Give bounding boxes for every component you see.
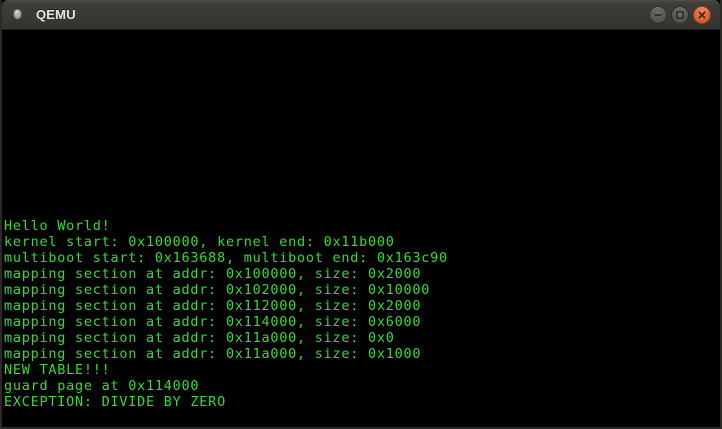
console-line: mapping section at addr: 0x112000, size:…	[4, 298, 422, 314]
window-title: QEMU	[36, 7, 76, 22]
terminal-cursor	[4, 411, 13, 425]
close-button[interactable]	[693, 5, 711, 24]
console-line: mapping section at addr: 0x11a000, size:…	[4, 330, 395, 346]
console-line: mapping section at addr: 0x11a000, size:…	[4, 346, 422, 362]
minimize-icon	[654, 13, 662, 16]
titlebar-spacer	[76, 14, 649, 15]
console-line: Hello World!	[4, 218, 111, 234]
maximize-icon	[675, 10, 685, 19]
console-line: EXCEPTION: DIVIDE BY ZERO	[4, 394, 226, 410]
maximize-button[interactable]	[671, 5, 689, 24]
console-line: mapping section at addr: 0x102000, size:…	[4, 282, 431, 298]
console-line: guard page at 0x114000	[4, 378, 200, 394]
qemu-logo-icon	[13, 8, 22, 19]
terminal-screen[interactable]: Hello World! kernel start: 0x100000, kern…	[2, 30, 720, 427]
console-line: mapping section at addr: 0x114000, size:…	[4, 314, 422, 330]
window-titlebar[interactable]: QEMU	[2, 0, 720, 30]
console-line: multiboot start: 0x163688, multiboot end…	[4, 250, 448, 266]
close-icon	[698, 11, 706, 18]
console-line: NEW TABLE!!!	[4, 362, 111, 378]
console-output: Hello World! kernel start: 0x100000, kern…	[4, 218, 720, 410]
window-controls	[649, 5, 711, 24]
console-line: mapping section at addr: 0x100000, size:…	[4, 266, 422, 282]
console-line: kernel start: 0x100000, kernel end: 0x11…	[4, 234, 395, 250]
minimize-button[interactable]	[649, 5, 667, 24]
